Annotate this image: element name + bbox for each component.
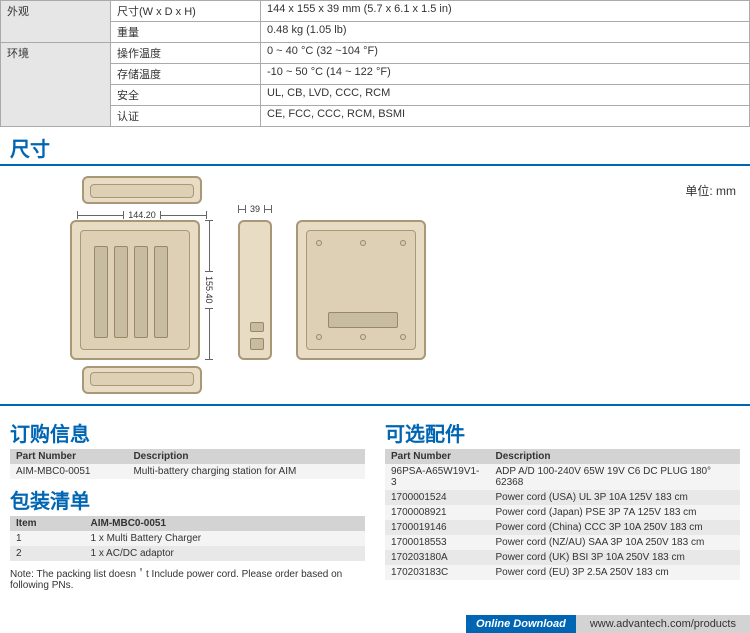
spec-label: 安全: [111, 85, 261, 106]
table-row: 1700001524Power cord (USA) UL 3P 10A 125…: [385, 490, 740, 505]
col-header: Part Number: [385, 449, 489, 464]
spec-label: 认证: [111, 106, 261, 127]
table-row: 21 x AC/DC adaptor: [10, 546, 365, 561]
spec-value: 0 ~ 40 °C (32 ~104 °F): [261, 43, 750, 64]
spec-label: 尺寸(W x D x H): [111, 1, 261, 22]
ordering-table: Part NumberDescription AIM-MBC0-0051Mult…: [10, 449, 365, 479]
spec-category: 外观: [1, 1, 111, 43]
view-bottom: [296, 200, 426, 360]
table-row: 1700008921Power cord (Japan) PSE 3P 7A 1…: [385, 505, 740, 520]
table-row: 170203183CPower cord (EU) 3P 2.5A 250V 1…: [385, 565, 740, 580]
table-row: AIM-MBC0-0051Multi-battery charging stat…: [10, 464, 365, 479]
dim-height: 39: [246, 204, 264, 214]
footer-download-label: Online Download: [466, 615, 576, 633]
optional-table: Part NumberDescription 96PSA-A65W19V1-3A…: [385, 449, 740, 580]
col-header: Item: [10, 516, 84, 531]
dim-depth: 155.40: [204, 272, 214, 308]
table-row: 1700019146Power cord (China) CCC 3P 10A …: [385, 520, 740, 535]
spec-value: CE, FCC, CCC, RCM, BSMI: [261, 106, 750, 127]
packing-table: ItemAIM-MBC0-0051 11 x Multi Battery Cha…: [10, 516, 365, 561]
dim-width: 144.20: [124, 210, 160, 220]
spec-category: 环境: [1, 43, 111, 127]
spec-label: 操作温度: [111, 43, 261, 64]
spec-value: 0.48 kg (1.05 lb): [261, 22, 750, 43]
col-header: Part Number: [10, 449, 127, 464]
spec-label: 重量: [111, 22, 261, 43]
footer: Online Download www.advantech.com/produc…: [0, 615, 750, 633]
table-row: 96PSA-A65W19V1-3ADP A/D 100-240V 65W 19V…: [385, 464, 740, 490]
spec-value: 144 x 155 x 39 mm (5.7 x 6.1 x 1.5 in): [261, 1, 750, 22]
view-front-top: 144.20 155.40: [70, 176, 214, 394]
optional-title: 可选配件: [385, 412, 740, 449]
dimensions-unit: 单位: mm: [685, 182, 736, 199]
table-row: 11 x Multi Battery Charger: [10, 531, 365, 546]
footer-url[interactable]: www.advantech.com/products: [576, 615, 750, 633]
divider: [0, 404, 750, 406]
dimensions-title: 尺寸: [0, 127, 750, 164]
col-header: Description: [127, 449, 365, 464]
device-top-view: [70, 220, 200, 360]
dimensions-section: 单位: mm 144.20: [0, 172, 750, 404]
spec-table: 外观尺寸(W x D x H)144 x 155 x 39 mm (5.7 x …: [0, 0, 750, 127]
table-row: 170203180APower cord (UK) BSI 3P 10A 250…: [385, 550, 740, 565]
spec-label: 存储温度: [111, 64, 261, 85]
packing-note: Note: The packing list doesn＇t Include p…: [10, 561, 365, 595]
spec-value: UL, CB, LVD, CCC, RCM: [261, 85, 750, 106]
packing-title: 包装清单: [10, 479, 365, 516]
ordering-title: 订购信息: [10, 412, 365, 449]
spec-value: -10 ~ 50 °C (14 ~ 122 °F): [261, 64, 750, 85]
divider: [0, 164, 750, 166]
table-row: 1700018553Power cord (NZ/AU) SAA 3P 10A …: [385, 535, 740, 550]
col-header: AIM-MBC0-0051: [84, 516, 365, 531]
view-side: 39: [238, 204, 272, 360]
col-header: Description: [489, 449, 740, 464]
